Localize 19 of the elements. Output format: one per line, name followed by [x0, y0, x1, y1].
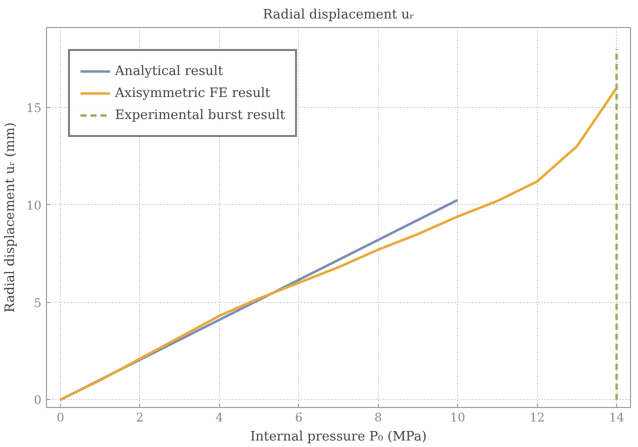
legend-label: Analytical result — [115, 64, 224, 78]
x-tick-label: 8 — [374, 410, 382, 424]
x-tick-label: 0 — [56, 410, 64, 424]
y-tick-label: 15 — [26, 100, 42, 115]
y-tick-label: 0 — [34, 393, 42, 408]
x-tick-label: 2 — [136, 410, 144, 424]
y-tick-label: 5 — [34, 296, 42, 310]
x-tick-label: 14 — [608, 410, 625, 424]
x-axis-title: Internal pressure P₀ (MPa) — [250, 430, 427, 444]
x-tick-label: 10 — [450, 410, 466, 424]
chart-title: Radial displacement uᵣ — [262, 8, 414, 22]
y-axis-title: Radial displacement uᵣ (mm) — [3, 122, 18, 313]
legend-label: Axisymmetric FE result — [115, 86, 270, 100]
y-tick-label: 10 — [26, 198, 42, 212]
x-tick-label: 6 — [294, 410, 303, 424]
x-tick-label: 12 — [530, 410, 545, 424]
x-tick-label: 4 — [216, 410, 224, 424]
line-series — [59, 86, 618, 401]
legend-label: Experimental burst result — [115, 108, 286, 122]
